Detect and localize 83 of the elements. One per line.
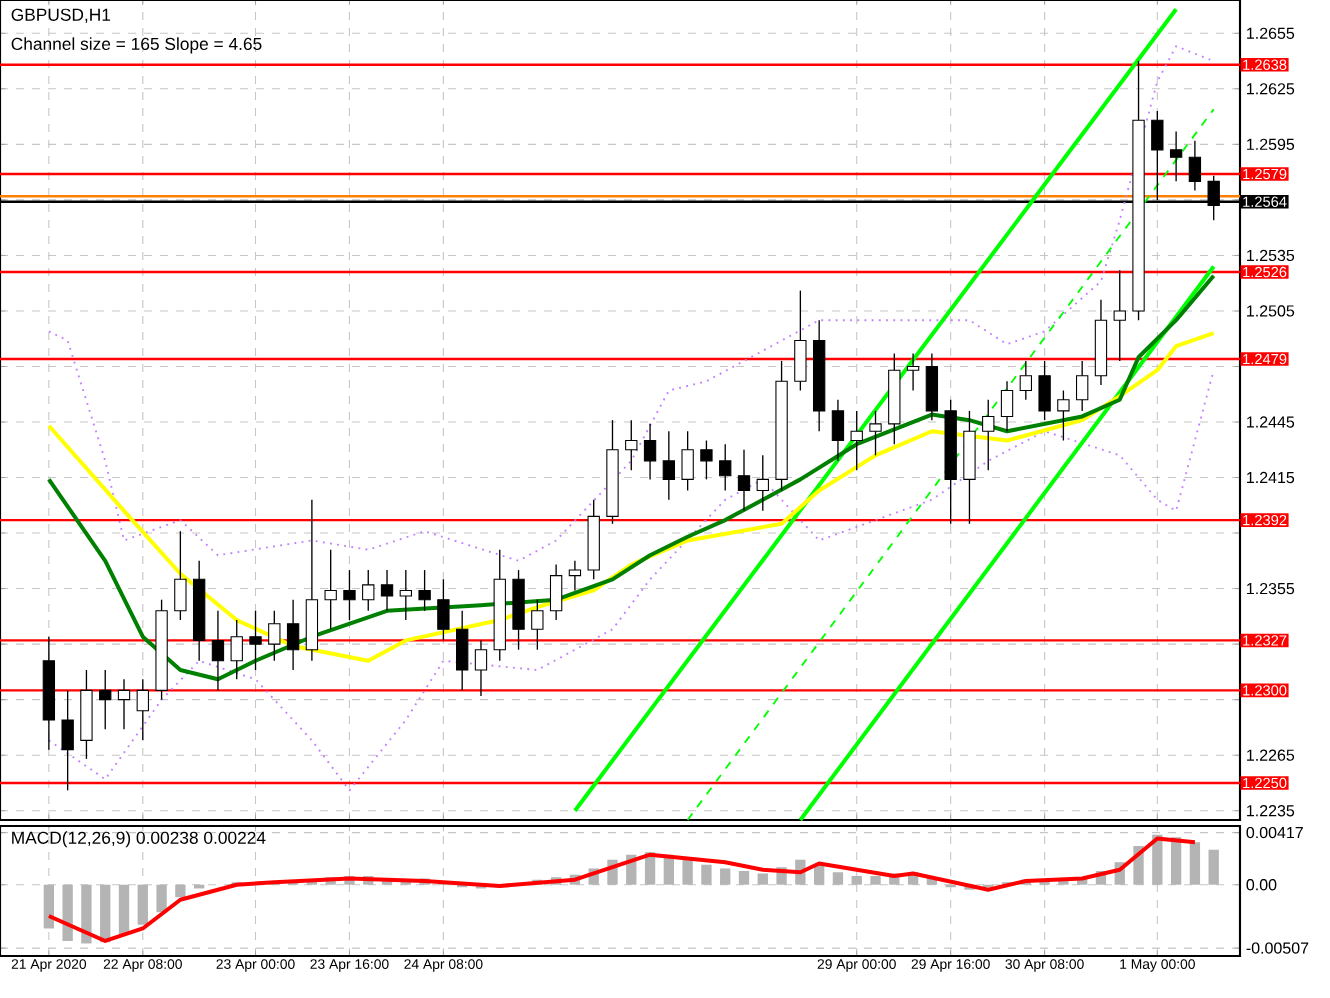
candlestick bbox=[1169, 130, 1183, 183]
y-tick-label: 0.00417 bbox=[1246, 826, 1303, 839]
line-series bbox=[46, 331, 1216, 663]
bar bbox=[118, 884, 130, 935]
bar bbox=[851, 875, 862, 885]
y-tick-label: -0.00507 bbox=[1246, 942, 1309, 954]
candlestick bbox=[643, 423, 657, 481]
candlestick bbox=[681, 430, 694, 492]
bar bbox=[720, 868, 731, 885]
bar bbox=[813, 864, 825, 885]
y-tick-label: 1.2595 bbox=[1247, 138, 1295, 151]
candlestick bbox=[249, 610, 262, 671]
bar bbox=[43, 884, 55, 929]
bar bbox=[81, 884, 92, 944]
candlestick bbox=[117, 678, 131, 730]
y-tick-label: 1.2355 bbox=[1247, 582, 1295, 595]
y-tick-label: 1.2625 bbox=[1247, 83, 1295, 95]
candlestick bbox=[286, 599, 300, 671]
candlestick bbox=[474, 639, 488, 697]
candlestick bbox=[362, 569, 375, 612]
candlestick bbox=[324, 549, 337, 630]
bar bbox=[682, 859, 693, 885]
candlestick bbox=[230, 619, 243, 680]
candlestick bbox=[925, 352, 939, 421]
candlestick bbox=[174, 530, 187, 621]
y-tick-label: 1.2415 bbox=[1247, 471, 1295, 484]
candlestick bbox=[1019, 360, 1032, 401]
candlestick bbox=[1057, 389, 1070, 442]
y-tick-label: 1.2265 bbox=[1247, 749, 1295, 761]
bar bbox=[137, 884, 148, 925]
candlestick bbox=[268, 610, 281, 662]
candlestick bbox=[700, 439, 713, 481]
candlestick bbox=[1113, 269, 1126, 362]
candlestick bbox=[1076, 360, 1089, 412]
bar bbox=[832, 872, 844, 885]
candlestick bbox=[737, 449, 751, 512]
bar bbox=[1189, 842, 1201, 885]
bar bbox=[175, 884, 186, 898]
candlestick bbox=[625, 419, 638, 471]
candlestick bbox=[61, 689, 74, 792]
candlestick bbox=[756, 454, 769, 512]
y-tick-label: 1.2235 bbox=[1247, 805, 1295, 817]
chart-title: MACD(12,26,9) 0.00238 0.00224 bbox=[12, 831, 266, 848]
chart-title: GBPUSD,H1 bbox=[11, 8, 111, 23]
candlestick bbox=[399, 569, 412, 621]
y-tick-label: 1.2535 bbox=[1247, 249, 1295, 262]
candlestick bbox=[531, 599, 544, 651]
candlestick bbox=[380, 569, 394, 612]
candlestick bbox=[982, 399, 995, 471]
candlestick bbox=[418, 569, 431, 612]
candlestick bbox=[831, 399, 845, 462]
bar bbox=[1208, 849, 1219, 885]
y-tick-label: 0.00 bbox=[1246, 879, 1277, 891]
bar bbox=[62, 884, 73, 941]
y-tick-label: 1.2445 bbox=[1247, 416, 1295, 428]
bar bbox=[1170, 837, 1182, 885]
candlestick bbox=[456, 610, 469, 692]
bar bbox=[757, 873, 768, 885]
y-tick-label: 1.2655 bbox=[1247, 27, 1295, 39]
candlestick bbox=[568, 560, 582, 592]
candlestick bbox=[1188, 139, 1202, 192]
candlestick bbox=[136, 678, 149, 742]
bar bbox=[701, 864, 712, 885]
candlestick bbox=[437, 578, 450, 642]
text: Channel size = 165 Slope = 4.65 bbox=[11, 37, 262, 54]
candlestick bbox=[343, 569, 356, 621]
candlestick bbox=[869, 410, 882, 456]
candlestick bbox=[1038, 360, 1051, 421]
y-tick-label: 1.2505 bbox=[1247, 305, 1295, 317]
bar bbox=[870, 875, 881, 885]
candlestick bbox=[850, 410, 863, 471]
candlestick bbox=[906, 352, 920, 392]
line-series bbox=[46, 273, 1216, 682]
candlestick bbox=[662, 430, 676, 501]
bar bbox=[738, 870, 750, 885]
bar bbox=[156, 884, 167, 913]
candlestick bbox=[549, 563, 563, 621]
candlestick bbox=[794, 289, 807, 392]
candlestick bbox=[99, 669, 112, 730]
candlestick bbox=[719, 443, 732, 492]
candlestick bbox=[211, 610, 225, 692]
line-series bbox=[47, 369, 1215, 792]
candlestick bbox=[1000, 380, 1014, 432]
